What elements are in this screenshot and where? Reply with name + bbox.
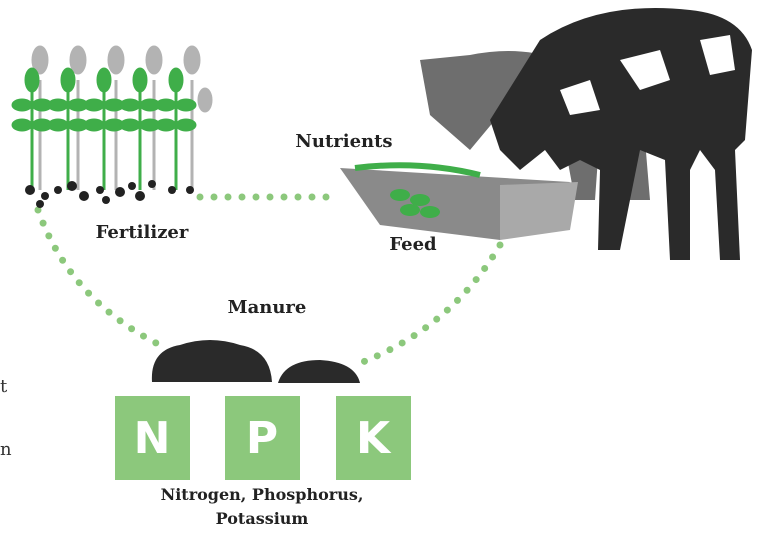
manure-piles — [152, 340, 360, 383]
caption: Potassium — [216, 509, 309, 528]
npk: N P K — [115, 396, 411, 480]
npk-letter: K — [356, 413, 392, 464]
npk-letter: N — [134, 413, 171, 464]
diagram: Nutrients Fertilizer Feed Manure N P K N… — [0, 0, 762, 533]
label: Nutrients — [295, 131, 392, 152]
npk-letter: P — [246, 413, 278, 464]
link-feed-manure — [355, 245, 500, 365]
edge-text: n — [0, 439, 12, 460]
label: Feed — [389, 234, 437, 255]
caption: Nitrogen, Phosphorus, — [161, 485, 364, 504]
wheat — [12, 46, 212, 208]
edge-text: t — [0, 376, 8, 397]
label: Manure — [228, 297, 307, 318]
feed-trough — [340, 165, 578, 240]
label: Fertilizer — [96, 222, 189, 243]
